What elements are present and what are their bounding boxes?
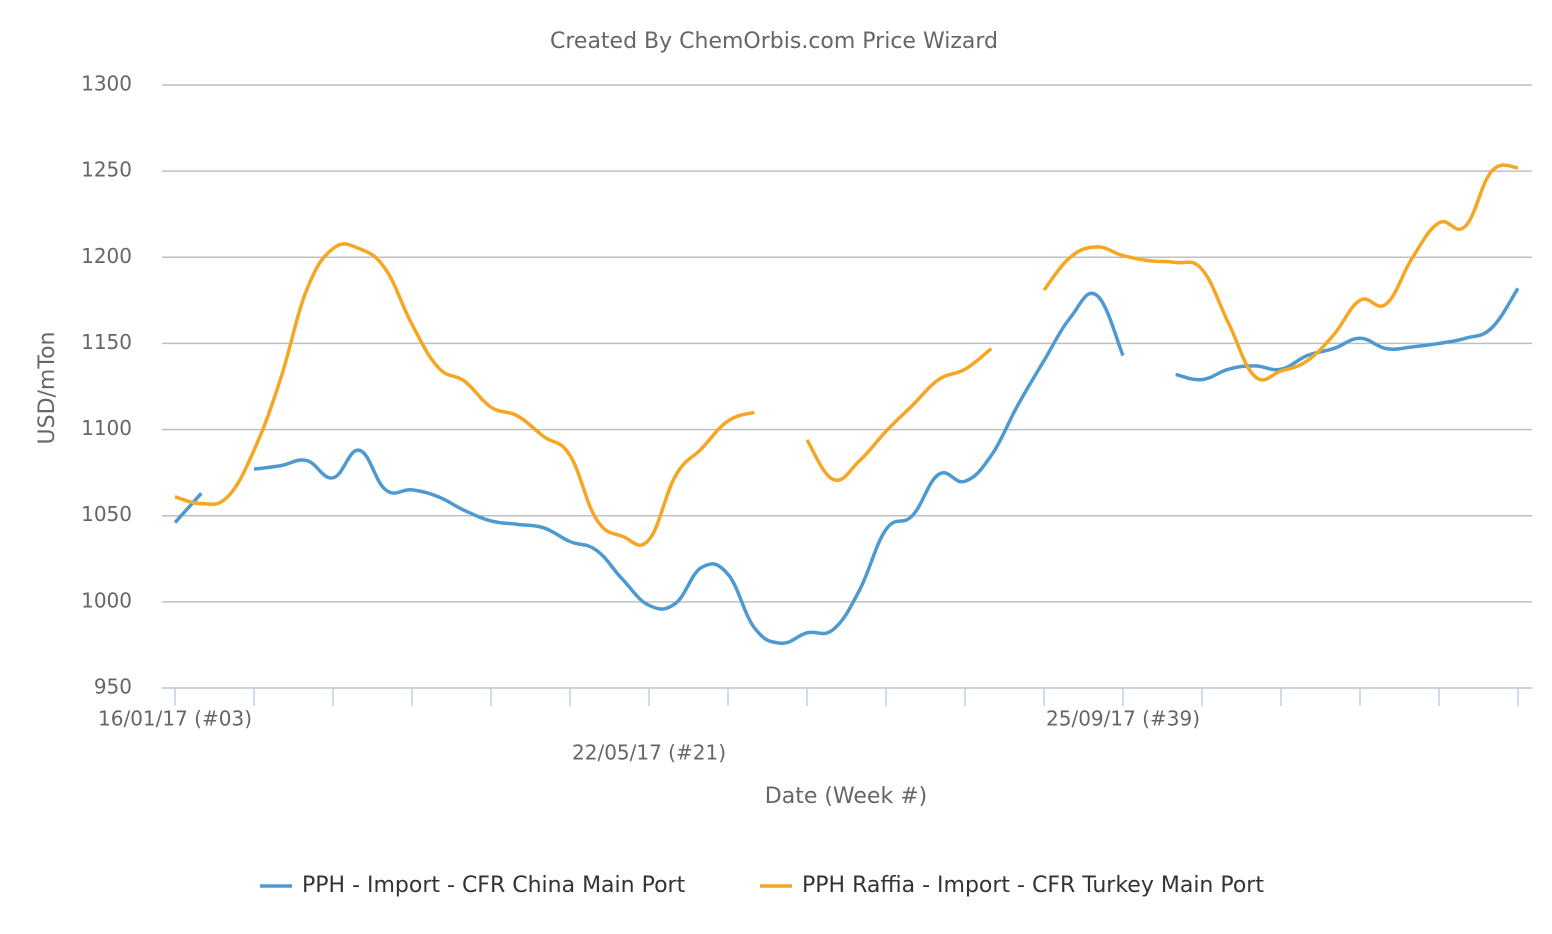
x-axis-label: Date (Week #)	[765, 784, 927, 809]
chart-title: Created By ChemOrbis.com Price Wizard	[550, 29, 998, 54]
legend-label: PPH Raffia - Import - CFR Turkey Main Po…	[802, 873, 1264, 898]
x-tick-label: 16/01/17 (#03)	[98, 707, 252, 731]
y-tick-label: 1100	[81, 416, 132, 440]
y-tick-label: 1150	[81, 330, 132, 354]
y-tick-label: 1050	[81, 502, 132, 526]
y-tick-label: 950	[94, 675, 132, 699]
series-line	[173, 287, 1520, 645]
y-tick-label: 1200	[81, 244, 132, 268]
x-tick-label: 22/05/17 (#21)	[572, 741, 726, 765]
y-tick-label: 1300	[81, 72, 132, 96]
series-line	[174, 163, 1519, 547]
y-tick-label: 1000	[81, 588, 132, 612]
y-axis-label: USD/mTon	[35, 332, 60, 445]
y-tick-label: 1250	[81, 158, 132, 182]
x-tick-label: 25/09/17 (#39)	[1046, 707, 1200, 731]
legend-label: PPH - Import - CFR China Main Port	[302, 873, 686, 898]
